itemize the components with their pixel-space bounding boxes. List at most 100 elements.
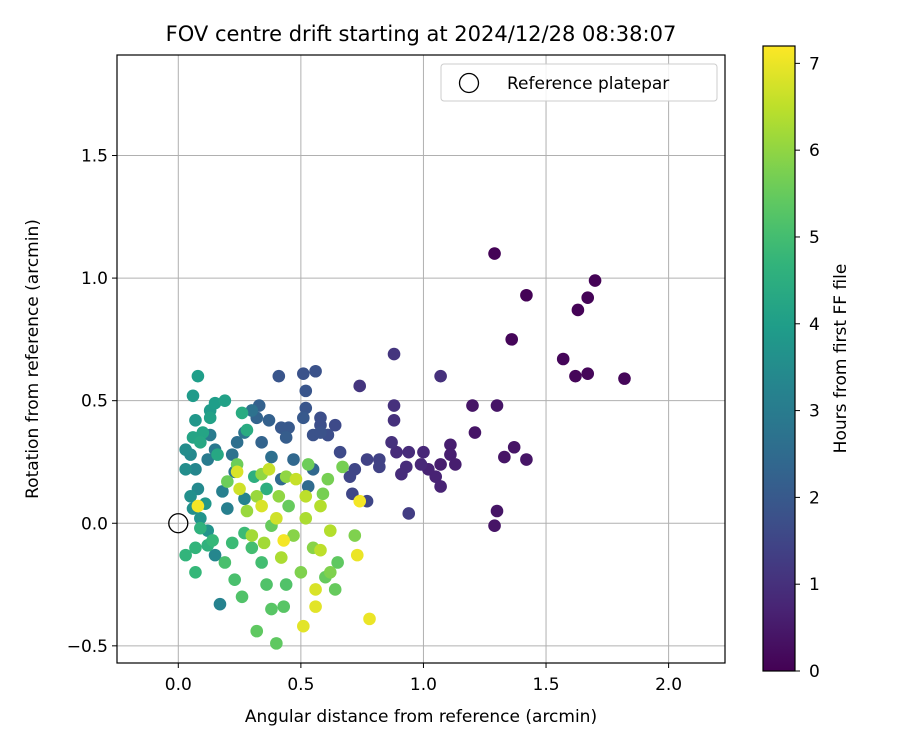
data-point bbox=[581, 367, 595, 381]
data-point bbox=[194, 512, 207, 525]
reference-marker bbox=[168, 513, 189, 534]
colorbar-label: Hours from first FF file bbox=[831, 264, 851, 454]
data-point bbox=[336, 460, 349, 474]
legend-label: Reference platepar bbox=[507, 74, 669, 94]
data-point bbox=[434, 369, 447, 383]
data-point bbox=[402, 507, 416, 520]
data-point bbox=[468, 426, 482, 439]
data-point bbox=[387, 413, 401, 427]
data-point bbox=[348, 529, 362, 542]
y-tick-label: 1.5 bbox=[81, 147, 108, 167]
legend-marker-icon bbox=[458, 72, 480, 94]
data-point bbox=[520, 288, 533, 302]
y-tick-label: −0.5 bbox=[67, 637, 108, 657]
data-point bbox=[186, 389, 200, 403]
grid bbox=[117, 55, 725, 663]
data-point bbox=[353, 379, 367, 393]
x-axis-ticks: 0.0 0.5 1.0 1.5 2.0 bbox=[165, 663, 682, 695]
data-point bbox=[282, 499, 295, 513]
colorbar-tick-label: 5 bbox=[809, 228, 820, 248]
data-point bbox=[255, 556, 268, 569]
x-tick-label: 2.0 bbox=[655, 675, 682, 695]
data-point bbox=[434, 458, 447, 471]
data-point bbox=[520, 453, 533, 466]
data-point bbox=[488, 519, 501, 533]
colorbar-tick-label: 4 bbox=[809, 315, 820, 335]
chart-title: FOV centre drift starting at 2024/12/28 … bbox=[166, 22, 677, 46]
data-point bbox=[270, 512, 283, 525]
data-point bbox=[179, 463, 192, 476]
colorbar-tick-label: 0 bbox=[809, 662, 820, 682]
data-point bbox=[569, 369, 582, 383]
data-point bbox=[588, 274, 602, 287]
data-point bbox=[414, 458, 428, 471]
data-point bbox=[265, 450, 278, 464]
data-point bbox=[297, 619, 310, 633]
colorbar-tick-label: 2 bbox=[809, 488, 820, 508]
data-point bbox=[309, 600, 322, 613]
data-point bbox=[235, 590, 249, 604]
x-tick-label: 0.0 bbox=[165, 675, 192, 695]
data-point bbox=[274, 421, 288, 434]
x-tick-label: 1.0 bbox=[410, 675, 437, 695]
data-point bbox=[490, 504, 504, 518]
data-point bbox=[191, 499, 205, 513]
data-point bbox=[203, 411, 217, 425]
data-point bbox=[277, 600, 291, 613]
y-tick-label: 0.5 bbox=[81, 392, 108, 412]
data-point bbox=[277, 534, 291, 547]
data-point bbox=[211, 448, 224, 461]
data-point bbox=[272, 369, 286, 383]
data-point bbox=[233, 482, 246, 496]
data-point bbox=[245, 404, 259, 417]
data-point bbox=[309, 364, 322, 378]
data-point bbox=[505, 333, 519, 346]
data-point bbox=[218, 556, 232, 569]
data-point bbox=[208, 396, 222, 410]
data-point bbox=[279, 578, 293, 591]
data-point bbox=[225, 536, 239, 550]
data-point bbox=[184, 489, 197, 503]
data-point bbox=[328, 583, 342, 596]
data-point bbox=[417, 445, 430, 459]
data-point bbox=[194, 436, 207, 449]
data-point bbox=[466, 399, 479, 412]
data-point bbox=[208, 548, 222, 562]
y-tick-label: 1.0 bbox=[81, 269, 108, 289]
x-tick-label: 0.5 bbox=[287, 675, 314, 695]
data-point bbox=[571, 303, 585, 317]
data-point bbox=[581, 291, 595, 305]
data-point bbox=[287, 529, 300, 542]
data-point bbox=[301, 458, 315, 471]
data-point bbox=[449, 458, 462, 471]
plot-frame bbox=[116, 54, 726, 664]
scatter-points bbox=[179, 247, 631, 650]
data-point bbox=[321, 472, 335, 486]
data-point bbox=[490, 399, 504, 412]
legend-box bbox=[440, 63, 718, 102]
data-point bbox=[262, 413, 276, 427]
data-point bbox=[225, 448, 239, 461]
data-point bbox=[216, 485, 229, 498]
data-point bbox=[272, 489, 286, 503]
data-point bbox=[235, 406, 249, 420]
data-point bbox=[314, 499, 327, 513]
data-point bbox=[350, 548, 364, 562]
data-point bbox=[260, 482, 273, 496]
data-point bbox=[255, 499, 268, 513]
colorbar-tick-label: 6 bbox=[809, 141, 820, 161]
data-point bbox=[218, 394, 232, 407]
colorbar-gradient bbox=[762, 45, 796, 672]
data-point bbox=[213, 597, 227, 611]
reference-point bbox=[168, 513, 189, 534]
data-point bbox=[402, 445, 416, 459]
data-point bbox=[289, 472, 303, 486]
data-point bbox=[257, 536, 271, 550]
data-point bbox=[363, 612, 376, 626]
data-point bbox=[488, 247, 501, 260]
data-point bbox=[250, 624, 264, 638]
legend: Reference platepar bbox=[440, 63, 718, 102]
data-point bbox=[444, 438, 457, 452]
data-point bbox=[309, 583, 322, 596]
data-point bbox=[360, 453, 374, 466]
